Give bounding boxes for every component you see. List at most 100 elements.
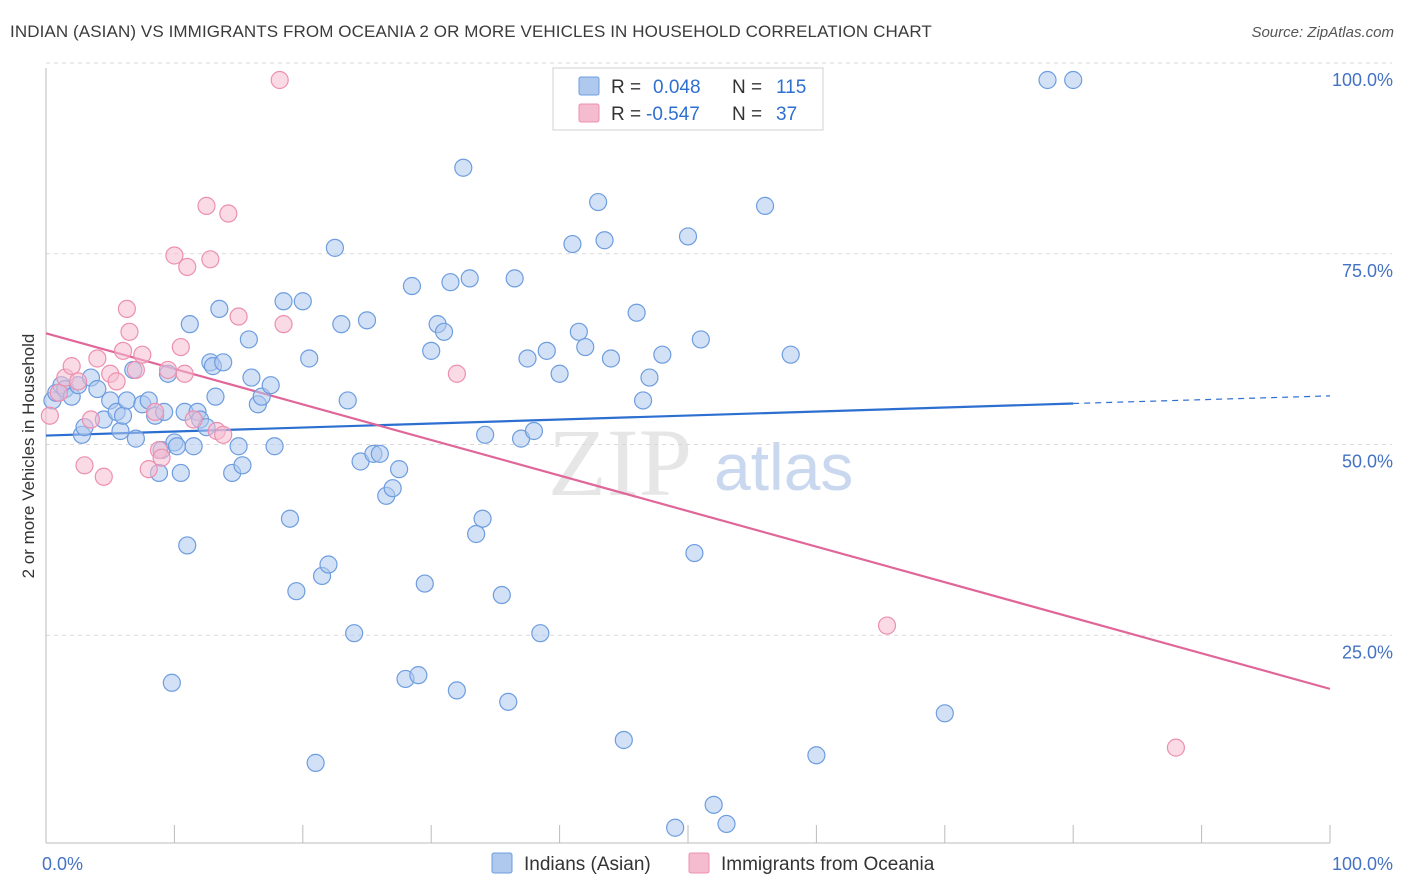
oceania-point [197, 196, 216, 215]
tick-labels: 25.0% 50.0% 75.0% 100.0% 0.0% 100.0% [42, 70, 1393, 874]
oceania-point [184, 410, 203, 429]
indian-asian-point [678, 227, 698, 246]
indian-asian-point [319, 555, 338, 574]
indian-asian-point [563, 234, 582, 254]
indian-asian-point [206, 387, 225, 406]
oceania-point [49, 383, 68, 402]
axes [45, 68, 1331, 844]
indian-asian-point [717, 814, 736, 834]
indian-asian-point [306, 753, 325, 772]
legend-r-value-2: -0.547 [646, 104, 700, 125]
oceania-point [165, 246, 184, 265]
indian-asian-point [265, 437, 284, 456]
oceania-point [117, 299, 136, 318]
indian-asian-point [300, 349, 319, 368]
indian-asian-point [357, 311, 377, 330]
indian-asian-point [274, 292, 293, 311]
x-tick-label-max: 100.0% [1332, 854, 1393, 874]
indian-asian-point [390, 460, 409, 479]
indian-asian-point [383, 479, 402, 498]
indian-asian-point [685, 543, 704, 563]
indian-asian-point [409, 666, 428, 685]
indian-asian-point [287, 582, 306, 601]
indian-asian-point [162, 673, 181, 692]
legend-swatch-blue [578, 76, 600, 96]
indian-asian-point [117, 391, 136, 410]
grid-lines [46, 62, 1392, 636]
indian-asian-point [239, 330, 258, 349]
oceania-point [139, 460, 158, 479]
oceania-point [877, 616, 897, 635]
series-label-indian-asian: Indians (Asian) [524, 854, 651, 875]
oceania-point [1166, 738, 1186, 757]
y-tick-label: 25.0% [1342, 642, 1393, 662]
oceania-point [81, 410, 101, 429]
indian-asian-point [1064, 70, 1083, 90]
indian-asian-point [242, 368, 261, 387]
indian-asian-point [415, 574, 434, 593]
oceania-point [126, 360, 145, 380]
indian-asian-point [293, 292, 312, 311]
oceania-point [113, 341, 133, 360]
indian-asian-point [935, 704, 954, 723]
oceania-points [40, 70, 1186, 757]
legend-n-label-2: N = [732, 104, 762, 125]
oceania-point [75, 456, 94, 475]
indian-asian-point [531, 624, 550, 643]
indian-asian-point [666, 818, 685, 837]
indian-asian-point [569, 322, 588, 341]
y-tick-label: 50.0% [1342, 452, 1393, 472]
oceania-point [146, 402, 165, 422]
indian-asian-point [113, 406, 133, 425]
indian-asian-point [210, 299, 229, 318]
y-tick-label: 100.0% [1332, 70, 1393, 90]
oceania-point [120, 322, 139, 341]
indian-asian-point [518, 349, 537, 368]
indian-asian-point [402, 276, 422, 296]
legend-r-label-1: R = [611, 77, 641, 98]
chart-title: INDIAN (ASIAN) VS IMMIGRANTS FROM OCEANI… [10, 22, 932, 41]
indian-asian-point [589, 192, 608, 212]
indian-asian-point [88, 379, 107, 399]
oceania-point [88, 349, 107, 368]
series-swatch-oceania [688, 852, 710, 874]
legend-swatch-pink [578, 103, 600, 123]
indian-asian-point [755, 196, 775, 215]
watermark-atlas: atlas [714, 430, 853, 504]
indian-asian-point [214, 353, 233, 372]
indian-asian-point [178, 536, 197, 555]
indian-asian-point [576, 337, 595, 357]
indian-asian-point [614, 730, 633, 750]
indian-asian-point [460, 269, 479, 288]
indian-asian-point [595, 231, 614, 250]
oceania-point [171, 337, 190, 357]
indian-asian-trend-extension [1073, 395, 1331, 405]
indian-asian-point [781, 345, 800, 364]
indian-asian-point [229, 437, 248, 456]
indian-asian-point [640, 368, 659, 387]
indian-asian-point [807, 746, 826, 765]
indian-asian-point [653, 345, 672, 364]
legend-n-label-1: N = [732, 77, 762, 98]
oceania-point [219, 204, 238, 223]
oceania-point [107, 372, 126, 391]
series-label-oceania: Immigrants from Oceania [721, 854, 935, 875]
indian-asian-point [167, 437, 187, 456]
oceania-point [229, 307, 248, 326]
legend-r-value-1: 0.048 [653, 77, 701, 98]
indian-asian-point [441, 273, 460, 292]
indian-asian-point [691, 330, 710, 349]
indian-asian-point [180, 315, 199, 334]
indian-asian-point [111, 421, 130, 441]
watermark-zip: ZIP [548, 409, 692, 516]
indian-asian-point [345, 624, 364, 643]
indian-asian-point [171, 463, 190, 483]
indian-asian-point [1038, 70, 1057, 90]
indian-asian-point [325, 238, 344, 257]
indian-asian-point [467, 524, 486, 544]
correlation-legend: R = 0.048 N = 115 R = -0.547 N = 37 [552, 67, 824, 131]
indian-asian-point [447, 681, 466, 700]
indian-asian-point [550, 364, 569, 383]
indian-asian-point [473, 509, 492, 528]
